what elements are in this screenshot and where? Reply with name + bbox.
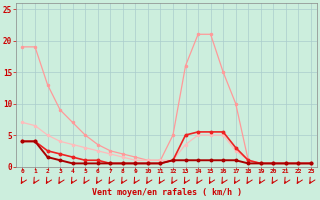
X-axis label: Vent moyen/en rafales ( km/h ): Vent moyen/en rafales ( km/h ) [92, 188, 242, 197]
